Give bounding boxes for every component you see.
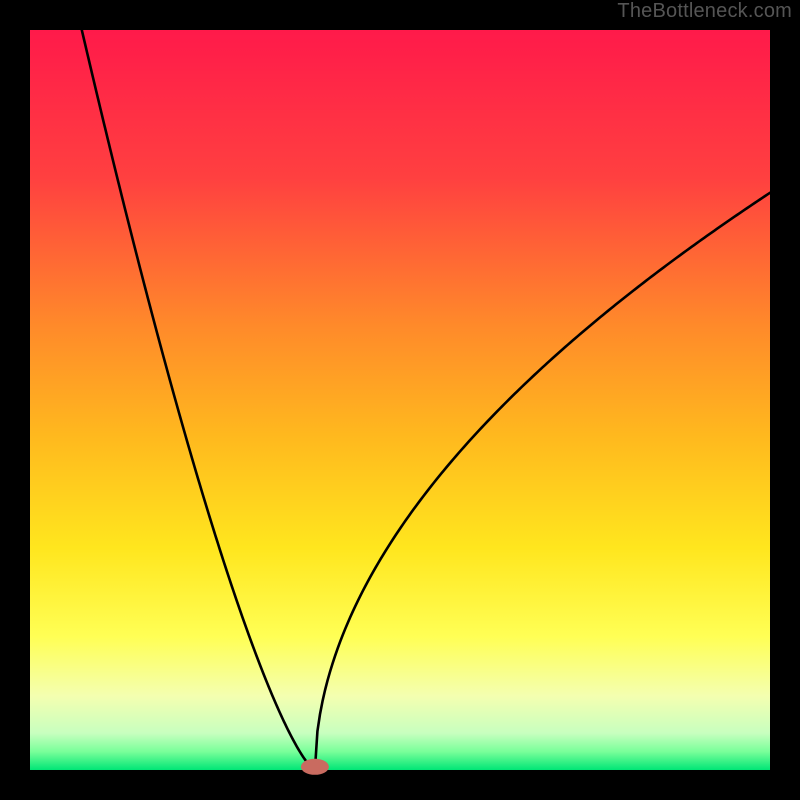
watermark-text: TheBottleneck.com bbox=[617, 0, 792, 23]
bottleneck-chart bbox=[0, 0, 800, 800]
gradient-fill bbox=[30, 30, 770, 770]
chart-stage: TheBottleneck.com bbox=[0, 0, 800, 800]
optimum-marker bbox=[301, 759, 329, 775]
